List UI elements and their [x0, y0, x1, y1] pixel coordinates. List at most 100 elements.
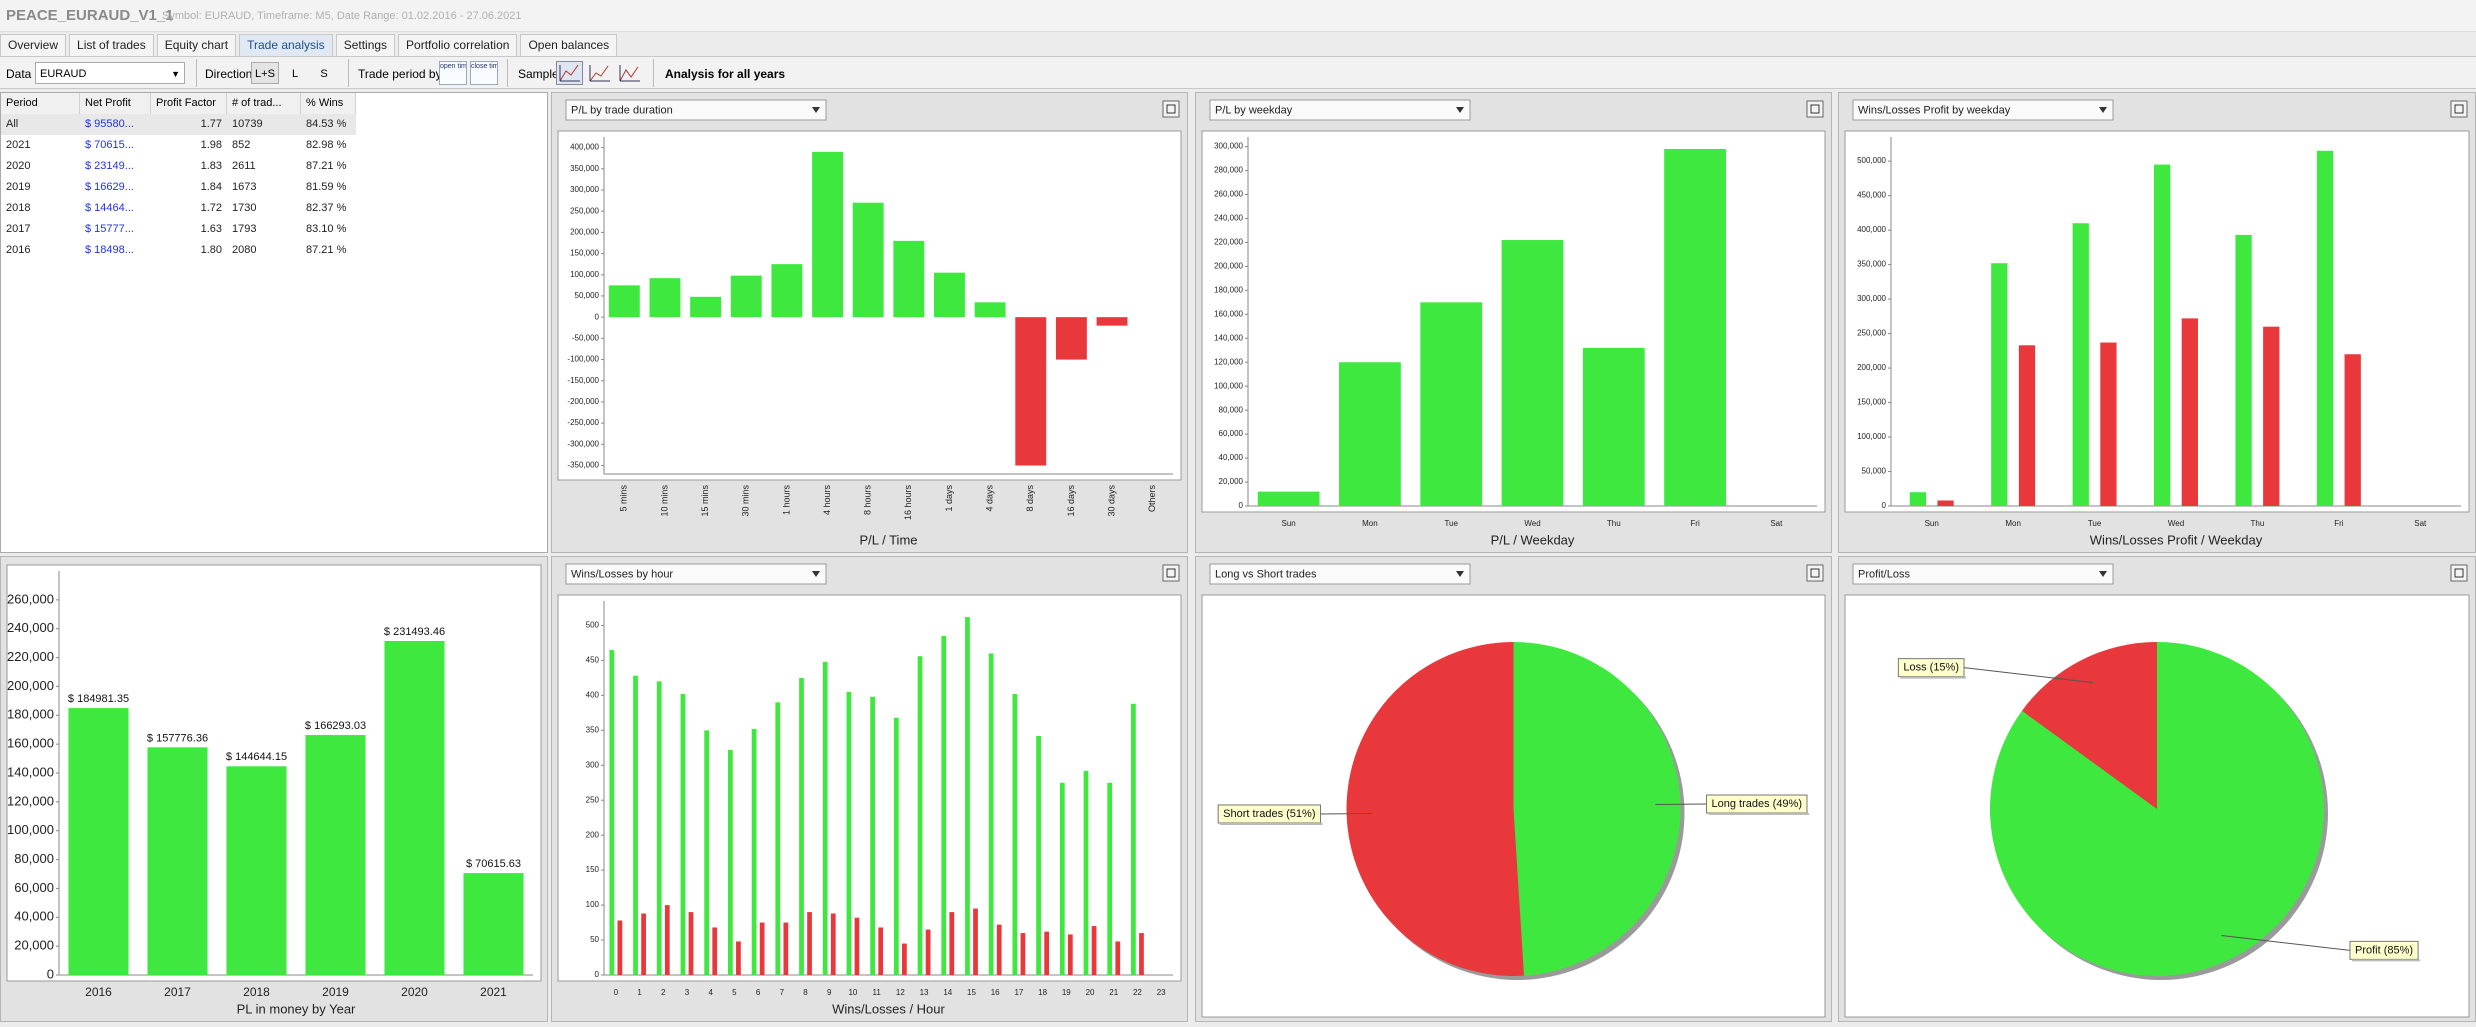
table-cell: 2017 — [6, 223, 31, 235]
tab[interactable]: Portfolio correlation — [398, 34, 518, 56]
table-cell: 87.21 % — [306, 244, 347, 256]
strategy-name: PEACE_EURAUD_V1_1 — [6, 7, 174, 24]
bar-value-label: $ 184981.35 — [68, 693, 129, 705]
x-tick-label: 5 — [732, 988, 737, 997]
chart-select[interactable] — [1209, 99, 1471, 121]
chart: Profit/Loss Profit (85%) Loss (15%) — [1844, 563, 2470, 1018]
tab[interactable]: List of trades — [69, 34, 154, 56]
open-time-button[interactable]: open time — [439, 61, 467, 85]
chart: Wins/Losses by hour050100150200250300350… — [557, 563, 1182, 1016]
table-cell: 1730 — [232, 202, 257, 214]
table-row[interactable]: All $ 95580... 1.77 10739 84.53 % — [1, 114, 356, 135]
dropdown-arrow — [812, 571, 820, 577]
y-tick-label: 20,000 — [14, 938, 54, 953]
x-tick-label: 1 hours — [781, 485, 791, 516]
bar — [680, 693, 686, 975]
y-tick-label: 240,000 — [7, 620, 54, 635]
bar — [893, 717, 899, 975]
maximize-button[interactable] — [2450, 100, 2468, 118]
bar-value-label: $ 231493.46 — [384, 626, 445, 638]
direction-button[interactable]: L+S — [251, 62, 279, 84]
label-shadow — [1900, 676, 1966, 679]
sample-buttons[interactable] — [556, 61, 646, 85]
chart-title: Long vs Short trades — [1215, 568, 1317, 580]
x-axis-title: P/L / Time — [859, 532, 917, 547]
tab[interactable]: Open balances — [520, 34, 618, 56]
maximize-button[interactable] — [1162, 100, 1180, 118]
dropdown-arrow: ▼ — [171, 69, 180, 79]
table-cell: 1.63 — [200, 223, 222, 235]
table-cell: 1.77 — [200, 118, 222, 130]
y-tick-label: 260,000 — [7, 591, 54, 606]
y-tick-label: 50 — [590, 935, 599, 944]
y-tick-label: -200,000 — [567, 397, 599, 406]
table-row[interactable]: 2019 $ 16629... 1.84 1673 81.59 % — [1, 177, 356, 198]
table-cell: $ 15777... — [85, 223, 134, 235]
separator — [348, 59, 349, 87]
x-tick-label: 10 mins — [659, 485, 669, 517]
table-row[interactable]: 2016 $ 18498... 1.80 2080 87.21 % — [1, 240, 356, 261]
data-select[interactable]: EURAUD ▼ — [35, 62, 185, 84]
bar — [996, 924, 1002, 975]
chart-title: Wins/Losses by hour — [571, 568, 673, 580]
bar — [1067, 934, 1073, 975]
x-tick-label: Others — [1147, 485, 1157, 513]
bar — [854, 917, 860, 975]
direction-button[interactable]: S — [320, 68, 328, 80]
x-tick-label: Sat — [1770, 519, 1783, 528]
table-row[interactable]: 2021 $ 70615... 1.98 852 82.98 % — [1, 135, 356, 156]
maximize-button[interactable] — [2450, 564, 2468, 582]
chart-select[interactable] — [1852, 563, 2114, 585]
table-row[interactable]: 2017 $ 15777... 1.63 1793 83.10 % — [1, 219, 356, 240]
close-time-button[interactable]: close time — [470, 61, 498, 85]
chart-panel: Profit/Loss Profit (85%) Loss (15%) — [1838, 556, 2476, 1022]
column-header: # of trad... — [227, 93, 301, 114]
bar — [649, 278, 681, 318]
tab[interactable]: Overview — [0, 34, 67, 56]
table-cell: $ 95580... — [85, 118, 134, 130]
x-tick-label: 0 — [614, 988, 619, 997]
maximize-button[interactable] — [1806, 100, 1824, 118]
table-cell: 1.80 — [200, 244, 222, 256]
table-cell: $ 70615... — [85, 139, 134, 151]
y-tick-label: 140,000 — [1214, 333, 1243, 342]
chart-select[interactable] — [1209, 563, 1471, 585]
tab[interactable]: Equity chart — [156, 34, 237, 56]
y-tick-label: 0 — [1239, 501, 1244, 510]
maximize-button[interactable] — [1162, 564, 1180, 582]
x-tick-label: 18 — [1038, 988, 1047, 997]
table-cell: 10739 — [232, 118, 263, 130]
pie-label-box — [2349, 940, 2419, 960]
bar — [617, 920, 623, 975]
y-tick-label: 300,000 — [570, 185, 599, 194]
bar — [941, 635, 947, 975]
x-tick-label: 1 days — [944, 485, 954, 512]
y-tick-label: 240,000 — [1214, 214, 1243, 223]
y-tick-label: 220,000 — [7, 649, 54, 664]
x-tick-label: 10 — [848, 988, 857, 997]
bar — [759, 922, 765, 975]
chart-select[interactable] — [1852, 99, 2114, 121]
table-row[interactable]: 2018 $ 14464... 1.72 1730 82.37 % — [1, 198, 356, 219]
x-axis-title: P/L / Weekday — [1491, 532, 1575, 547]
column-header: % Wins — [301, 93, 356, 114]
x-tick-label: Mon — [1362, 519, 1378, 528]
bar — [226, 766, 287, 975]
direction-button[interactable]: L — [291, 68, 299, 80]
y-tick-label: 500 — [586, 621, 600, 630]
bar — [925, 929, 931, 975]
x-tick-label: 2017 — [164, 985, 191, 999]
table-row[interactable]: 2020 $ 23149... 1.83 2611 87.21 % — [1, 156, 356, 177]
bar-value-label: $ 70615.63 — [466, 858, 521, 870]
bar — [893, 240, 925, 318]
chart-select[interactable] — [565, 99, 827, 121]
x-tick-label: 1 — [637, 988, 642, 997]
y-tick-label: 0 — [595, 312, 600, 321]
chart-select[interactable] — [565, 563, 827, 585]
maximize-button[interactable] — [1806, 564, 1824, 582]
bar — [1083, 770, 1089, 975]
tab[interactable]: Trade analysis — [239, 34, 333, 56]
separator — [507, 59, 508, 87]
tab[interactable]: Settings — [335, 34, 396, 56]
y-tick-label: 100,000 — [7, 822, 54, 837]
